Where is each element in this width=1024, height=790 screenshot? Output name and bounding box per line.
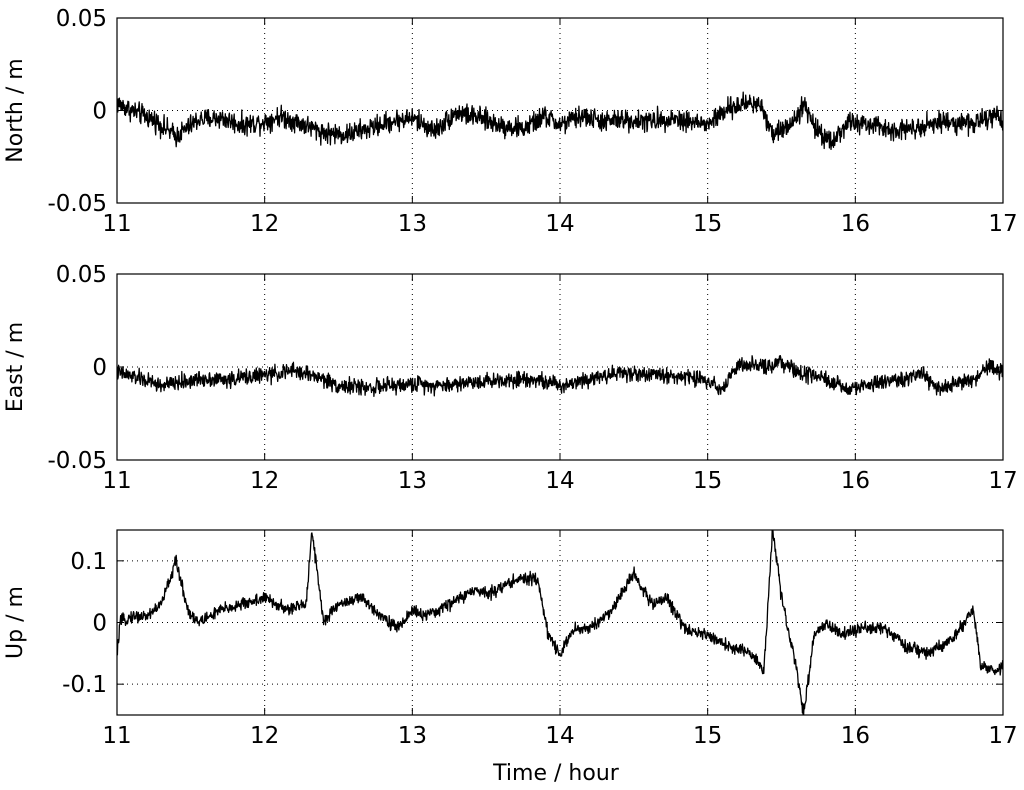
- east-y-axis-label: East / m: [3, 322, 28, 412]
- north-y-tick-label: -0.05: [47, 191, 107, 217]
- east-panel: 11 12 13 14 15 16 17 -0.05 0 0.05 East / m: [3, 262, 1018, 494]
- north-x-tick-label: 16: [841, 211, 870, 237]
- up-x-tick-label: 14: [545, 723, 574, 749]
- east-y-tick-label: 0: [92, 355, 107, 381]
- east-x-tick-label: 14: [545, 468, 574, 494]
- east-series-line: [117, 354, 1003, 397]
- east-x-tick-label: 15: [693, 468, 722, 494]
- up-x-tick-label: 13: [398, 723, 427, 749]
- east-x-tick-label: 11: [102, 468, 131, 494]
- up-x-tick-label: 12: [250, 723, 279, 749]
- north-x-tick-label: 15: [693, 211, 722, 237]
- east-x-tick-label: 16: [841, 468, 870, 494]
- east-x-tick-label: 12: [250, 468, 279, 494]
- north-axes-box: [116, 17, 1004, 204]
- north-x-tick-label: 14: [545, 211, 574, 237]
- east-x-tick-label: 13: [398, 468, 427, 494]
- up-axes-box: [116, 529, 1004, 716]
- east-axes-box: [116, 273, 1004, 461]
- up-series-line: [117, 530, 1003, 715]
- up-panel: 11 12 13 14 15 16 17 -0.1 0 0.1 Up / m: [3, 529, 1018, 749]
- north-x-tick-label: 11: [102, 211, 131, 237]
- up-x-tick-label: 11: [102, 723, 131, 749]
- east-x-tick-label: 17: [988, 468, 1017, 494]
- up-x-tick-label: 15: [693, 723, 722, 749]
- east-y-tick-label: -0.05: [47, 448, 107, 474]
- up-x-tick-label: 16: [841, 723, 870, 749]
- x-axis-label: Time / hour: [492, 761, 620, 786]
- up-y-tick-label: 0.1: [70, 549, 107, 575]
- up-y-tick-label: 0: [92, 611, 107, 637]
- up-x-tick-label: 17: [988, 723, 1017, 749]
- north-y-tick-label: 0.05: [56, 6, 107, 32]
- north-x-tick-label: 12: [250, 211, 279, 237]
- up-y-axis-label: Up / m: [3, 586, 28, 659]
- north-y-axis-label: North / m: [3, 58, 28, 162]
- up-y-tick-label: -0.1: [62, 672, 107, 698]
- north-series-line: [117, 91, 1003, 151]
- north-x-tick-label: 17: [988, 211, 1017, 237]
- north-panel: 11 12 13 14 15 16 17 -0.05 0 0.05 North / m: [3, 6, 1018, 237]
- east-y-tick-label: 0.05: [56, 262, 107, 288]
- north-x-tick-label: 13: [398, 211, 427, 237]
- north-y-tick-label: 0: [92, 99, 107, 125]
